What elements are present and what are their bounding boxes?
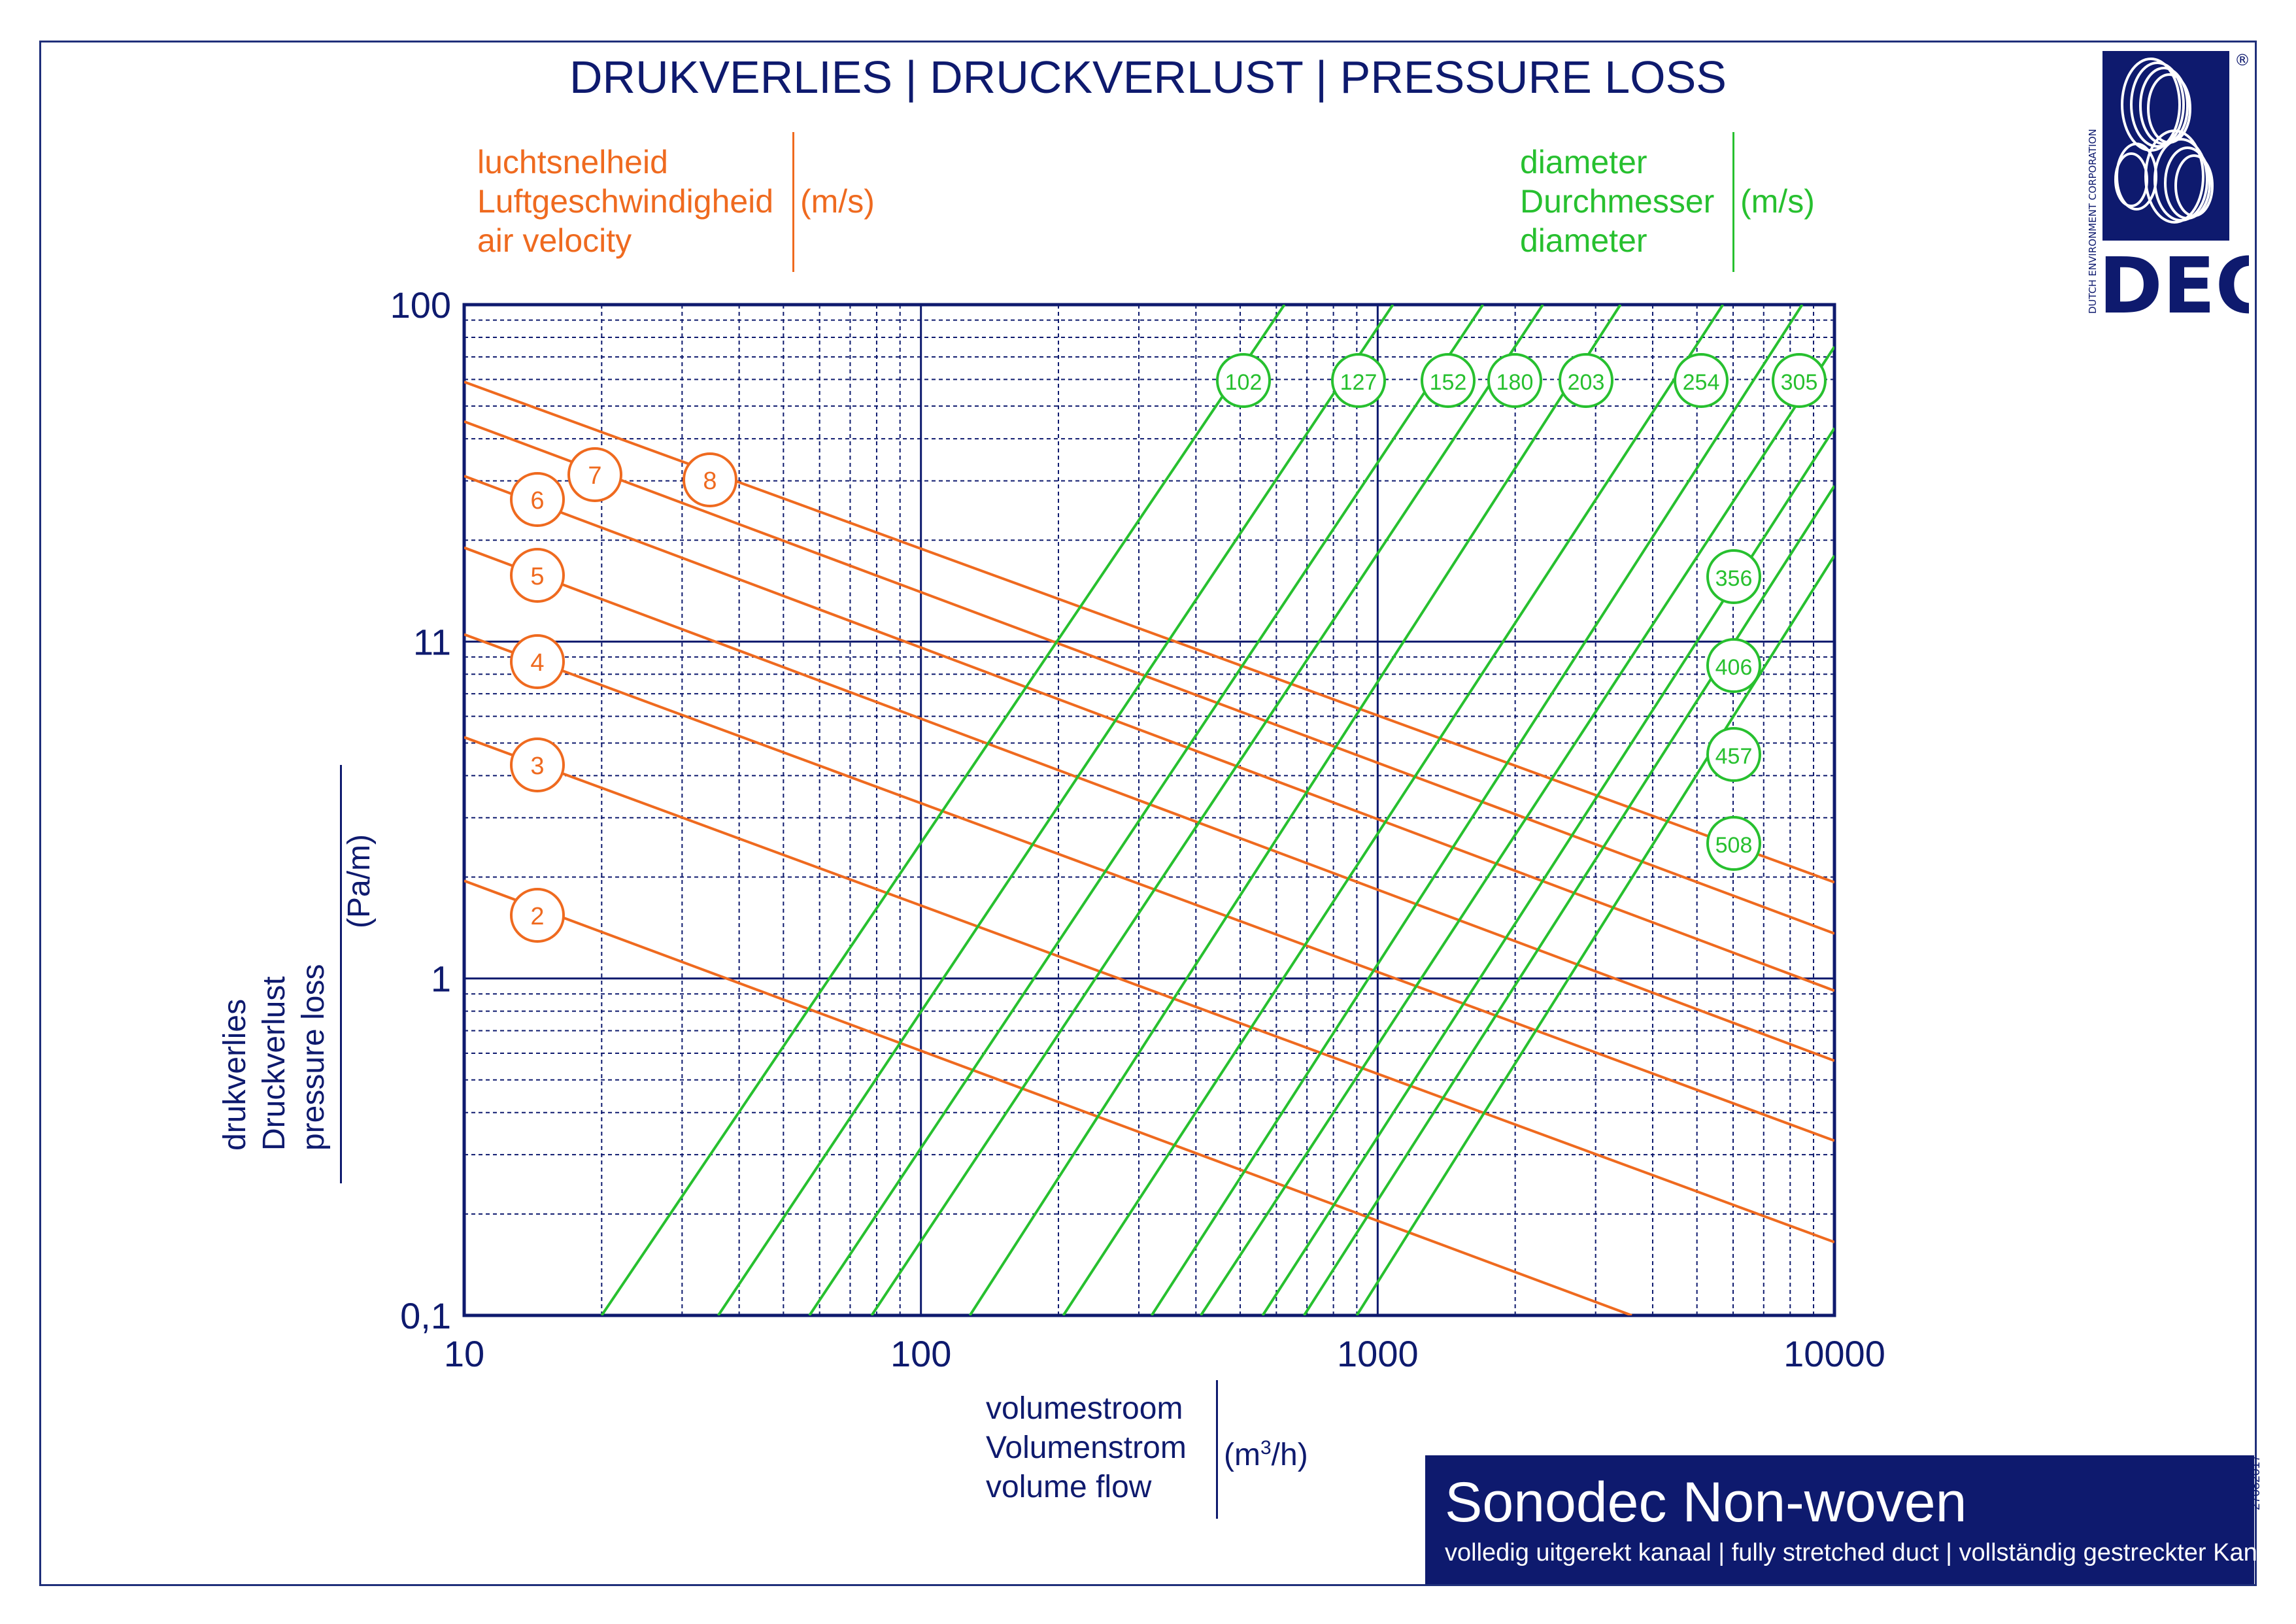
- diameter-label: 203: [1568, 370, 1605, 395]
- diameter-label-circle: [1216, 353, 1271, 408]
- velocity-label: 3: [530, 753, 544, 780]
- diameter-legend-line: Durchmesser: [1520, 183, 1715, 220]
- diameter-legend: diameter Durchmesser diameter (m/s): [1520, 132, 1815, 272]
- velocity-label: 8: [703, 467, 717, 495]
- diameter-label: 152: [1430, 370, 1467, 395]
- diameter-line: [870, 305, 1544, 1315]
- x-axis-title-line: volumestroom: [986, 1391, 1183, 1426]
- velocity-label: 6: [530, 487, 544, 515]
- page-frame: [39, 41, 2257, 1586]
- product-name: Sonodec Non-woven: [1445, 1471, 1967, 1534]
- velocity-label-circle: [510, 888, 565, 943]
- diameter-label: 254: [1683, 370, 1720, 395]
- document-code: 27082017: [2249, 1455, 2263, 1510]
- diameter-label: 102: [1225, 370, 1262, 395]
- velocity-line: [464, 633, 1834, 1142]
- x-tick-label: 100: [890, 1333, 951, 1374]
- diameter-label-circle: [1674, 353, 1729, 408]
- diameter-label-circle: [1559, 353, 1613, 408]
- diameter-label-circle: [1706, 549, 1761, 604]
- diameter-label-circle: [1487, 353, 1542, 408]
- x-axis-unit: (m3/h): [1224, 1437, 1308, 1472]
- diameter-line: [1062, 305, 1725, 1315]
- velocity-legend: luchtsnelheid Luftgeschwindigheid air ve…: [477, 132, 875, 272]
- diameter-label-circle: [1331, 353, 1386, 408]
- velocity-label: 7: [588, 462, 601, 490]
- velocity-label-circle: [567, 447, 622, 502]
- y-tick-label: 100: [390, 284, 451, 326]
- velocity-label: 4: [530, 649, 544, 677]
- diameter-label-circle: [1421, 353, 1476, 408]
- logo-text: DEC: [2099, 241, 2249, 320]
- x-tick-label: 10000: [1783, 1333, 1885, 1374]
- x-axis-title-line: volume flow: [986, 1470, 1152, 1504]
- velocity-label: 2: [530, 903, 544, 930]
- diameter-line: [717, 305, 1394, 1315]
- diameter-legend-line: diameter: [1520, 144, 1647, 180]
- velocity-line: [464, 420, 1834, 935]
- dec-logo: DEC DUTCH ENVIRONMENT CORPORATION ®: [2059, 46, 2272, 331]
- diameter-label: 180: [1496, 370, 1534, 395]
- diameter-legend-divider: [1732, 132, 1734, 272]
- diameter-label: 305: [1781, 370, 1818, 395]
- y-tick-label: 11: [413, 621, 451, 662]
- diameter-label: 406: [1715, 655, 1753, 680]
- diameter-label: 457: [1715, 744, 1753, 769]
- diameter-label-circle: [1706, 727, 1761, 782]
- velocity-line: [464, 736, 1834, 1243]
- diameter-line: [968, 305, 1622, 1315]
- velocity-legend-line: Luftgeschwindigheid: [477, 183, 774, 220]
- y-tick-label: 1: [431, 958, 451, 1000]
- velocity-legend-divider: [792, 132, 794, 272]
- velocity-line: [464, 475, 1834, 992]
- diameter-label-circle: [1706, 638, 1761, 693]
- x-axis-title: volumestroom Volumenstrom volume flow (m…: [986, 1380, 1308, 1519]
- diameter-line: [1200, 346, 1834, 1315]
- velocity-legend-line: luchtsnelheid: [477, 144, 668, 180]
- velocity-label: 5: [530, 563, 544, 590]
- diameter-label-circle: [1706, 816, 1761, 871]
- diameter-line: [1150, 305, 1804, 1315]
- page-title: DRUKVERLIES | DRUCKVERLUST | PRESSURE LO…: [569, 52, 1727, 103]
- diameter-line: [1303, 484, 1834, 1315]
- x-tick-label: 1000: [1337, 1333, 1419, 1374]
- diameter-label: 127: [1340, 370, 1377, 395]
- logo-vertical-text: DUTCH ENVIRONMENT CORPORATION: [2087, 129, 2099, 314]
- diameter-line: [808, 305, 1485, 1315]
- diameter-line: [600, 305, 1286, 1315]
- velocity-legend-unit: (m/s): [800, 183, 875, 220]
- plot-frame: [462, 303, 1836, 1317]
- velocity-legend-line: air velocity: [477, 222, 632, 259]
- x-axis-title-line: Volumenstrom: [986, 1430, 1187, 1465]
- velocity-label-circle: [510, 472, 565, 527]
- diameter-line: [1355, 554, 1834, 1315]
- diameter-label: 508: [1715, 833, 1753, 858]
- velocity-line: [464, 879, 1632, 1315]
- product-footer: Sonodec Non-woven volledig uitgerekt kan…: [1425, 1455, 2276, 1584]
- velocity-label-circle: [510, 548, 565, 603]
- velocity-label-circle: [510, 634, 565, 689]
- diameter-legend-line: diameter: [1520, 222, 1647, 259]
- velocity-label-circle: [683, 452, 737, 507]
- diameter-label: 356: [1715, 566, 1753, 591]
- diameter-legend-unit: (m/s): [1740, 183, 1815, 220]
- diameter-label-circle: [1772, 353, 1827, 408]
- velocity-label-circle: [510, 737, 565, 792]
- registered-mark: ®: [2235, 51, 2249, 69]
- x-axis-title-divider: [1216, 1380, 1218, 1519]
- product-subtitle: volledig uitgerekt kanaal | fully stretc…: [1445, 1539, 2277, 1566]
- x-tick-label: 10: [444, 1333, 484, 1374]
- y-tick-label: 0,1: [400, 1295, 451, 1336]
